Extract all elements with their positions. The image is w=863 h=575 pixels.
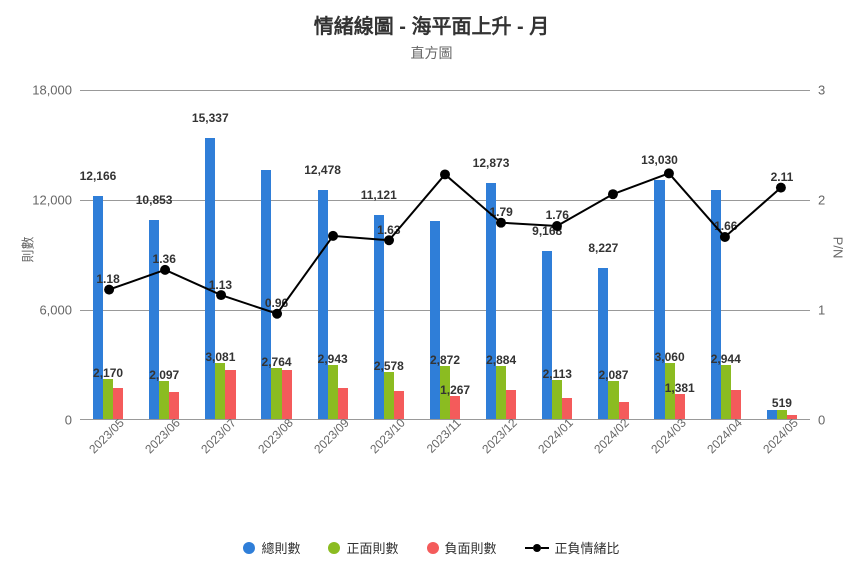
x-tick: 2023/06: [143, 416, 184, 457]
legend: 總則數 正面則數 負面則數 正負情緒比: [10, 538, 853, 557]
legend-label: 正負情緒比: [555, 538, 620, 557]
y-axis-right-label: P/N: [831, 237, 846, 259]
x-tick: 2023/11: [424, 416, 464, 456]
line-point[interactable]: [664, 168, 674, 178]
x-tick: 2023/05: [86, 416, 127, 457]
x-tick: 2023/08: [255, 416, 296, 457]
line-point[interactable]: [720, 232, 730, 242]
line-point[interactable]: [384, 235, 394, 245]
y-right-tick: 0: [810, 413, 825, 428]
legend-label: 正面則數: [346, 538, 398, 557]
y-right-tick: 2: [810, 193, 825, 208]
x-tick: 2024/02: [592, 416, 633, 457]
legend-line-icon: [525, 544, 549, 552]
x-tick: 2023/10: [367, 416, 408, 457]
plot-area: 06,00012,00018,00001232023/052023/062023…: [80, 90, 810, 420]
line-point[interactable]: [216, 290, 226, 300]
x-tick: 2024/03: [648, 416, 689, 457]
y-axis-left-label: 則數: [18, 236, 37, 262]
x-tick: 2024/01: [536, 416, 577, 457]
legend-item[interactable]: 總則數: [243, 538, 300, 557]
y-left-tick: 0: [65, 413, 80, 428]
y-left-tick: 18,000: [32, 83, 80, 98]
line-point[interactable]: [496, 218, 506, 228]
line-point[interactable]: [272, 309, 282, 319]
y-left-tick: 6,000: [39, 303, 80, 318]
legend-dot-icon: [243, 542, 255, 554]
line-point[interactable]: [440, 169, 450, 179]
y-right-tick: 1: [810, 303, 825, 318]
legend-item[interactable]: 正面則數: [328, 538, 398, 557]
y-right-tick: 3: [810, 83, 825, 98]
x-tick: 2023/12: [479, 416, 520, 457]
legend-dot-icon: [427, 542, 439, 554]
legend-item[interactable]: 正負情緒比: [525, 538, 620, 557]
line-point[interactable]: [608, 189, 618, 199]
x-tick: 2023/09: [311, 416, 352, 457]
x-tick: 2024/05: [760, 416, 801, 457]
y-left-tick: 12,000: [32, 193, 80, 208]
line-point[interactable]: [104, 285, 114, 295]
legend-dot-icon: [328, 542, 340, 554]
legend-item[interactable]: 負面則數: [427, 538, 497, 557]
legend-label: 負面則數: [445, 538, 497, 557]
x-tick: 2024/04: [704, 416, 745, 457]
chart-title: 情緒線圖 - 海平面上升 - 月: [10, 10, 853, 39]
chart-subtitle: 直方圖: [10, 43, 853, 63]
line-point[interactable]: [776, 183, 786, 193]
line-series: [80, 90, 810, 419]
line-point[interactable]: [328, 231, 338, 241]
line-point[interactable]: [160, 265, 170, 275]
line-point[interactable]: [552, 221, 562, 231]
x-tick: 2023/07: [199, 416, 240, 457]
legend-label: 總則數: [261, 538, 300, 557]
sentiment-chart: 情緒線圖 - 海平面上升 - 月 直方圖 則數 P/N 06,00012,000…: [10, 10, 853, 565]
